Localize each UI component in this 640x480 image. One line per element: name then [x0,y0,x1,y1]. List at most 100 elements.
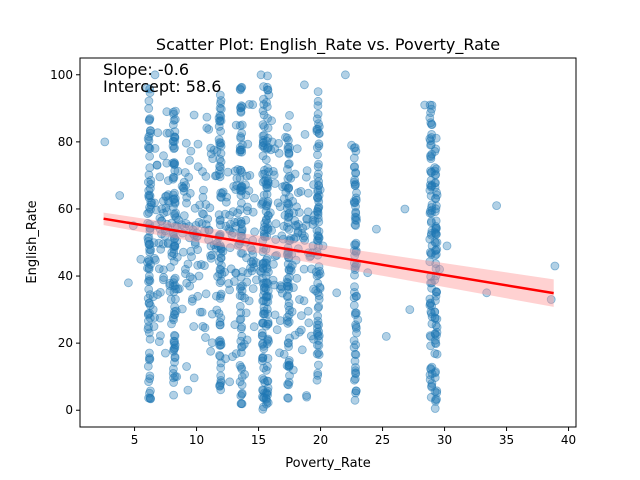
data-point [318,241,328,251]
data-point [292,144,302,154]
data-point [150,253,159,263]
data-point [280,210,290,220]
y-tick-label: 20 [58,336,73,350]
x-tick-label: 10 [189,433,204,447]
y-tick-label: 0 [65,403,73,417]
data-point [182,362,192,371]
data-point [442,241,452,251]
data-point [150,70,160,80]
data-point [430,182,440,192]
data-point [216,313,226,323]
data-point [155,172,165,182]
data-point [144,355,154,365]
data-point [351,261,361,271]
regression-layer [103,212,554,307]
data-point [431,133,441,143]
data-point [352,328,361,338]
data-point [186,246,196,256]
data-point [146,197,156,207]
data-point [315,185,325,195]
data-point [170,353,180,363]
data-point [143,233,153,243]
data-point [261,278,271,288]
data-point [165,278,175,288]
data-point [296,311,306,321]
data-point [204,225,214,235]
data-point [275,348,284,358]
data-point [177,220,187,230]
data-point [240,293,250,303]
data-point [186,146,196,156]
data-point [308,241,318,251]
data-point [431,367,441,377]
data-point [170,273,180,283]
data-point [349,153,359,163]
data-point [216,126,226,136]
data-point [136,254,146,264]
data-point [143,263,152,273]
data-point [242,277,252,287]
data-point [303,306,313,316]
data-point [256,267,266,277]
data-point [286,263,295,273]
data-point [144,298,154,308]
data-point [430,207,440,217]
data-point [228,352,237,362]
data-point [351,208,361,218]
data-point [482,288,492,298]
data-point [242,202,252,212]
data-point [178,247,188,257]
data-point [291,220,301,230]
data-point [313,162,323,172]
y-axis-label: English_Rate [25,200,40,283]
data-point [315,283,325,293]
data-point [162,107,172,117]
data-point [220,209,230,219]
data-point [272,250,282,260]
data-point [431,178,440,188]
data-point [211,291,221,301]
data-point [351,350,361,360]
data-point [283,393,293,403]
data-point [165,286,175,296]
data-point [167,218,177,228]
data-point [166,294,176,304]
data-point [202,123,212,133]
data-point [215,320,225,330]
data-point [238,248,247,258]
data-point [167,319,176,329]
data-point [311,267,321,277]
data-point [263,123,273,133]
data-point [248,284,258,294]
data-point [162,128,172,138]
data-point [351,238,361,248]
data-point [313,207,323,217]
data-point [250,227,260,237]
data-point [236,399,246,409]
x-axis-label: Poverty_Rate [285,456,370,471]
data-point [262,254,272,263]
data-point [291,255,301,265]
data-point [170,357,179,367]
data-point [263,353,273,363]
data-point [351,386,361,396]
data-point [306,331,316,341]
data-point [226,264,236,274]
data-point [235,377,245,387]
data-point [207,309,217,319]
data-point [248,100,258,110]
data-point [202,112,212,122]
data-point [144,284,154,294]
chart-title: Scatter Plot: English_Rate vs. Poverty_R… [156,35,500,55]
data-point [400,204,410,214]
y-axis: 0 20 40 60 80 100 [50,68,80,417]
data-point [314,159,323,169]
data-point [244,296,254,306]
data-point [264,336,274,346]
data-point [314,139,324,149]
data-point [283,393,293,403]
data-point [426,363,436,373]
data-point [313,169,323,179]
data-point [299,80,309,90]
data-point [302,214,312,224]
